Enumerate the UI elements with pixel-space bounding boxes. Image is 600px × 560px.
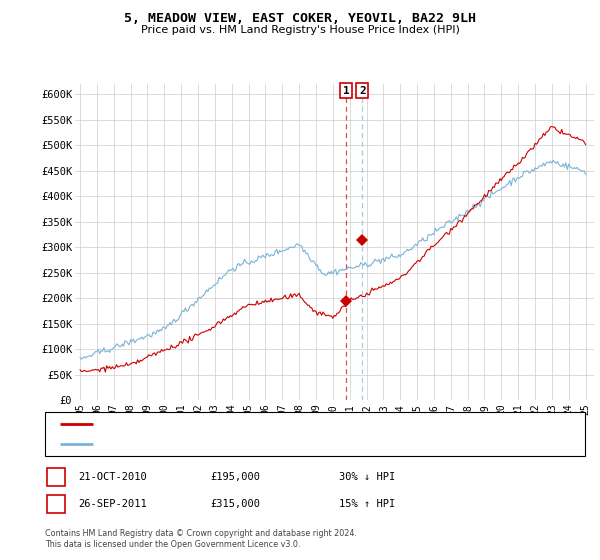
Text: 15% ↑ HPI: 15% ↑ HPI <box>339 499 395 509</box>
Text: 30% ↓ HPI: 30% ↓ HPI <box>339 472 395 482</box>
Text: 2: 2 <box>359 86 365 96</box>
Text: 5, MEADOW VIEW, EAST COKER, YEOVIL, BA22 9LH: 5, MEADOW VIEW, EAST COKER, YEOVIL, BA22… <box>124 12 476 25</box>
Text: Price paid vs. HM Land Registry's House Price Index (HPI): Price paid vs. HM Land Registry's House … <box>140 25 460 35</box>
Text: HPI: Average price, detached house, Somerset: HPI: Average price, detached house, Some… <box>100 440 353 449</box>
Text: 2: 2 <box>52 499 59 509</box>
Text: £195,000: £195,000 <box>210 472 260 482</box>
Text: 21-OCT-2010: 21-OCT-2010 <box>78 472 147 482</box>
Text: 26-SEP-2011: 26-SEP-2011 <box>78 499 147 509</box>
Text: Contains HM Land Registry data © Crown copyright and database right 2024.
This d: Contains HM Land Registry data © Crown c… <box>45 529 357 549</box>
Text: 1: 1 <box>343 86 350 96</box>
Text: £315,000: £315,000 <box>210 499 260 509</box>
Text: 5, MEADOW VIEW, EAST COKER, YEOVIL, BA22 9LH (detached house): 5, MEADOW VIEW, EAST COKER, YEOVIL, BA22… <box>100 419 451 428</box>
Text: 1: 1 <box>52 472 59 482</box>
